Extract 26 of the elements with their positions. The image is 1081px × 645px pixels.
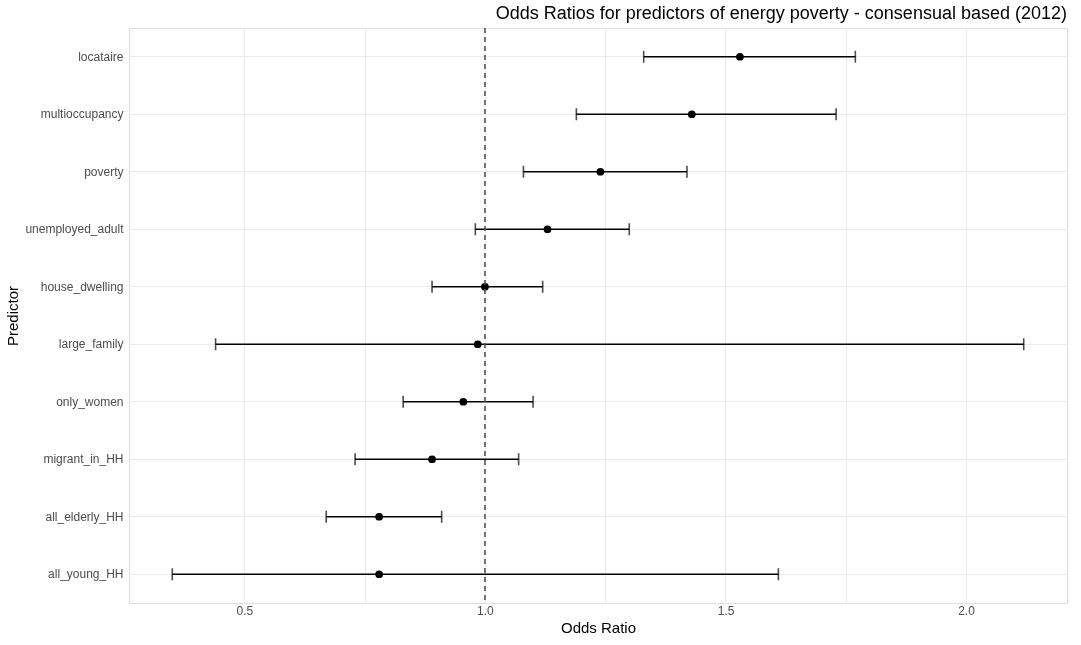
y-tick-label: all_elderly_HH bbox=[45, 509, 124, 524]
point bbox=[375, 570, 384, 579]
point bbox=[596, 167, 605, 176]
point bbox=[459, 397, 468, 406]
x-tick-label: 0.5 bbox=[236, 603, 254, 618]
y-axis-title: Predictor bbox=[4, 285, 22, 347]
x-tick-label: 2.0 bbox=[958, 603, 976, 618]
x-tick-label: 1.5 bbox=[717, 603, 735, 618]
point bbox=[375, 512, 384, 521]
x-axis-title: Odds Ratio bbox=[560, 618, 637, 636]
y-tick-label: all_young_HH bbox=[48, 567, 124, 582]
y-tick-label: migrant_in_HH bbox=[43, 452, 124, 467]
point bbox=[473, 340, 482, 349]
point bbox=[543, 225, 552, 234]
y-tick-label: locataire bbox=[78, 49, 124, 64]
y-tick-label: unemployed_adult bbox=[25, 222, 125, 237]
y-tick-label: large_family bbox=[58, 337, 124, 352]
point bbox=[428, 455, 436, 464]
point bbox=[687, 110, 696, 119]
y-tick-label: house_dwelling bbox=[40, 279, 124, 294]
x-tick-label: 1.0 bbox=[477, 603, 495, 618]
y-tick-label: multioccupancy bbox=[40, 107, 124, 122]
y-tick-label: poverty bbox=[84, 164, 124, 179]
chart-title: Odds Ratios for predictors of energy poverty - consensual based (2012) bbox=[495, 3, 1067, 24]
point bbox=[736, 52, 744, 61]
y-tick-label: only_women bbox=[56, 394, 124, 409]
